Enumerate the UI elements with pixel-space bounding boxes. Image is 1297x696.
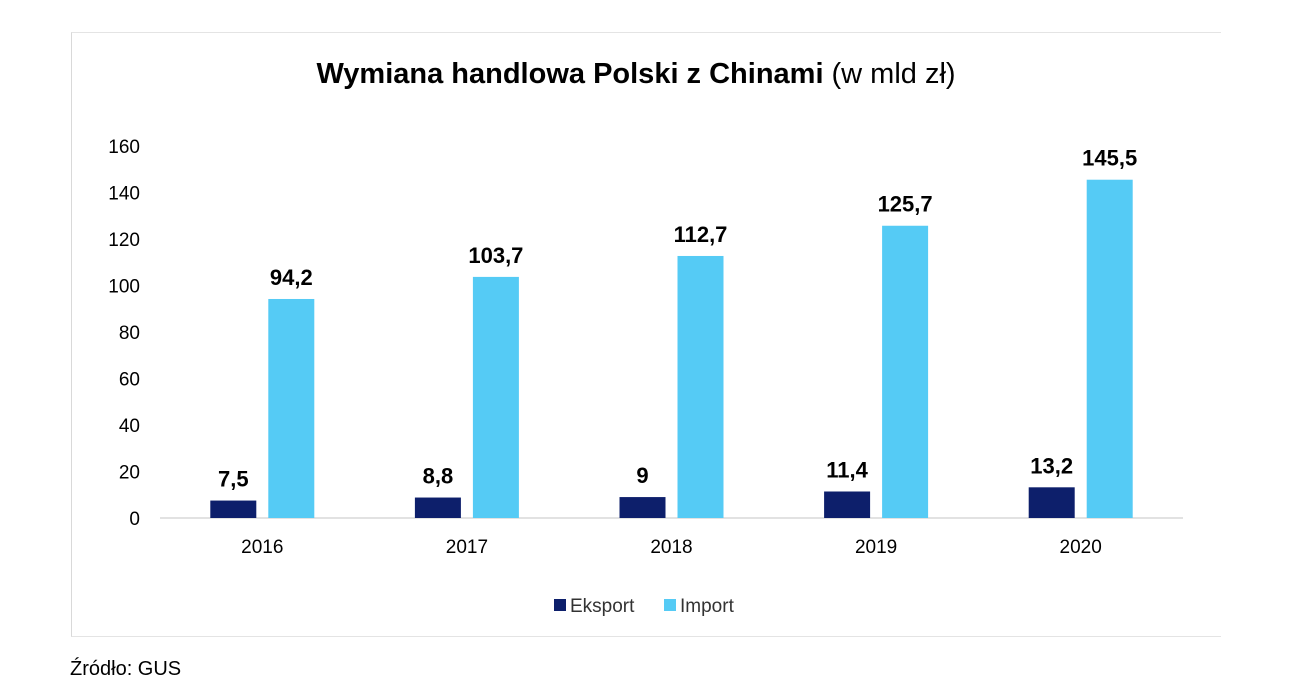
x-tick-label: 2018 [650, 537, 692, 558]
bar-eksport-2017 [414, 497, 461, 518]
chart-frame [71, 32, 1221, 637]
x-axis: 2016 2017 2018 2019 2020 [160, 517, 1183, 558]
data-label-import-2016: 94,2 [270, 265, 313, 290]
chart-title-main: Wymiana handlowa Polski z Chinami [316, 58, 823, 90]
y-tick-label: 20 [119, 463, 140, 484]
x-tick-label: 2020 [1060, 537, 1102, 558]
bar-eksport-2018 [619, 497, 666, 518]
bar-import-2019 [882, 225, 929, 518]
bar-import-2016 [268, 298, 315, 518]
y-tick-label: 120 [108, 230, 140, 251]
y-tick-label: 100 [108, 277, 140, 298]
bar-eksport-2016 [210, 500, 257, 518]
bars [210, 179, 1133, 518]
legend: Eksport Import [554, 596, 735, 617]
y-tick-label: 140 [108, 184, 140, 205]
y-tick-label: 60 [119, 370, 140, 391]
x-tick-label: 2016 [241, 537, 283, 558]
bar-import-2020 [1086, 179, 1133, 518]
x-tick-label: 2017 [446, 537, 488, 558]
data-label-eksport-2017: 8,8 [423, 464, 454, 489]
data-labels: 7,5 94,2 8,8 103,7 9 112,7 11,4 125,7 13,2 145,5 [218, 146, 1137, 492]
data-label-import-2020: 145,5 [1082, 146, 1137, 171]
data-label-import-2017: 103,7 [468, 243, 523, 268]
bar-import-2017 [472, 276, 519, 518]
legend-label-eksport: Eksport [570, 596, 635, 617]
chart: Wymiana handlowa Polski z Chinami (w mld … [108, 58, 1183, 617]
legend-label-import: Import [680, 596, 735, 617]
y-tick-label: 40 [119, 416, 140, 437]
x-tick-label: 2019 [855, 537, 897, 558]
bar-eksport-2020 [1028, 487, 1075, 518]
y-axis: 0 20 40 60 80 100 120 140 160 [108, 137, 140, 530]
chart-title: Wymiana handlowa Polski z Chinami (w mld … [316, 58, 955, 90]
data-label-eksport-2016: 7,5 [218, 467, 249, 492]
y-tick-label: 80 [119, 323, 140, 344]
data-label-import-2019: 125,7 [878, 192, 933, 217]
source-note: Źródło: GUS [70, 658, 182, 680]
legend-swatch-import [664, 599, 676, 611]
data-label-import-2018: 112,7 [674, 222, 728, 247]
legend-swatch-eksport [554, 599, 566, 611]
data-label-eksport-2020: 13,2 [1030, 453, 1073, 478]
chart-title-unit: (w mld zł) [832, 58, 956, 90]
data-label-eksport-2019: 11,4 [826, 457, 868, 482]
bar-import-2018 [677, 255, 724, 518]
data-label-eksport-2018: 9 [636, 463, 648, 488]
y-tick-label: 160 [108, 137, 140, 158]
y-tick-label: 0 [129, 509, 140, 530]
bar-eksport-2019 [824, 491, 871, 518]
